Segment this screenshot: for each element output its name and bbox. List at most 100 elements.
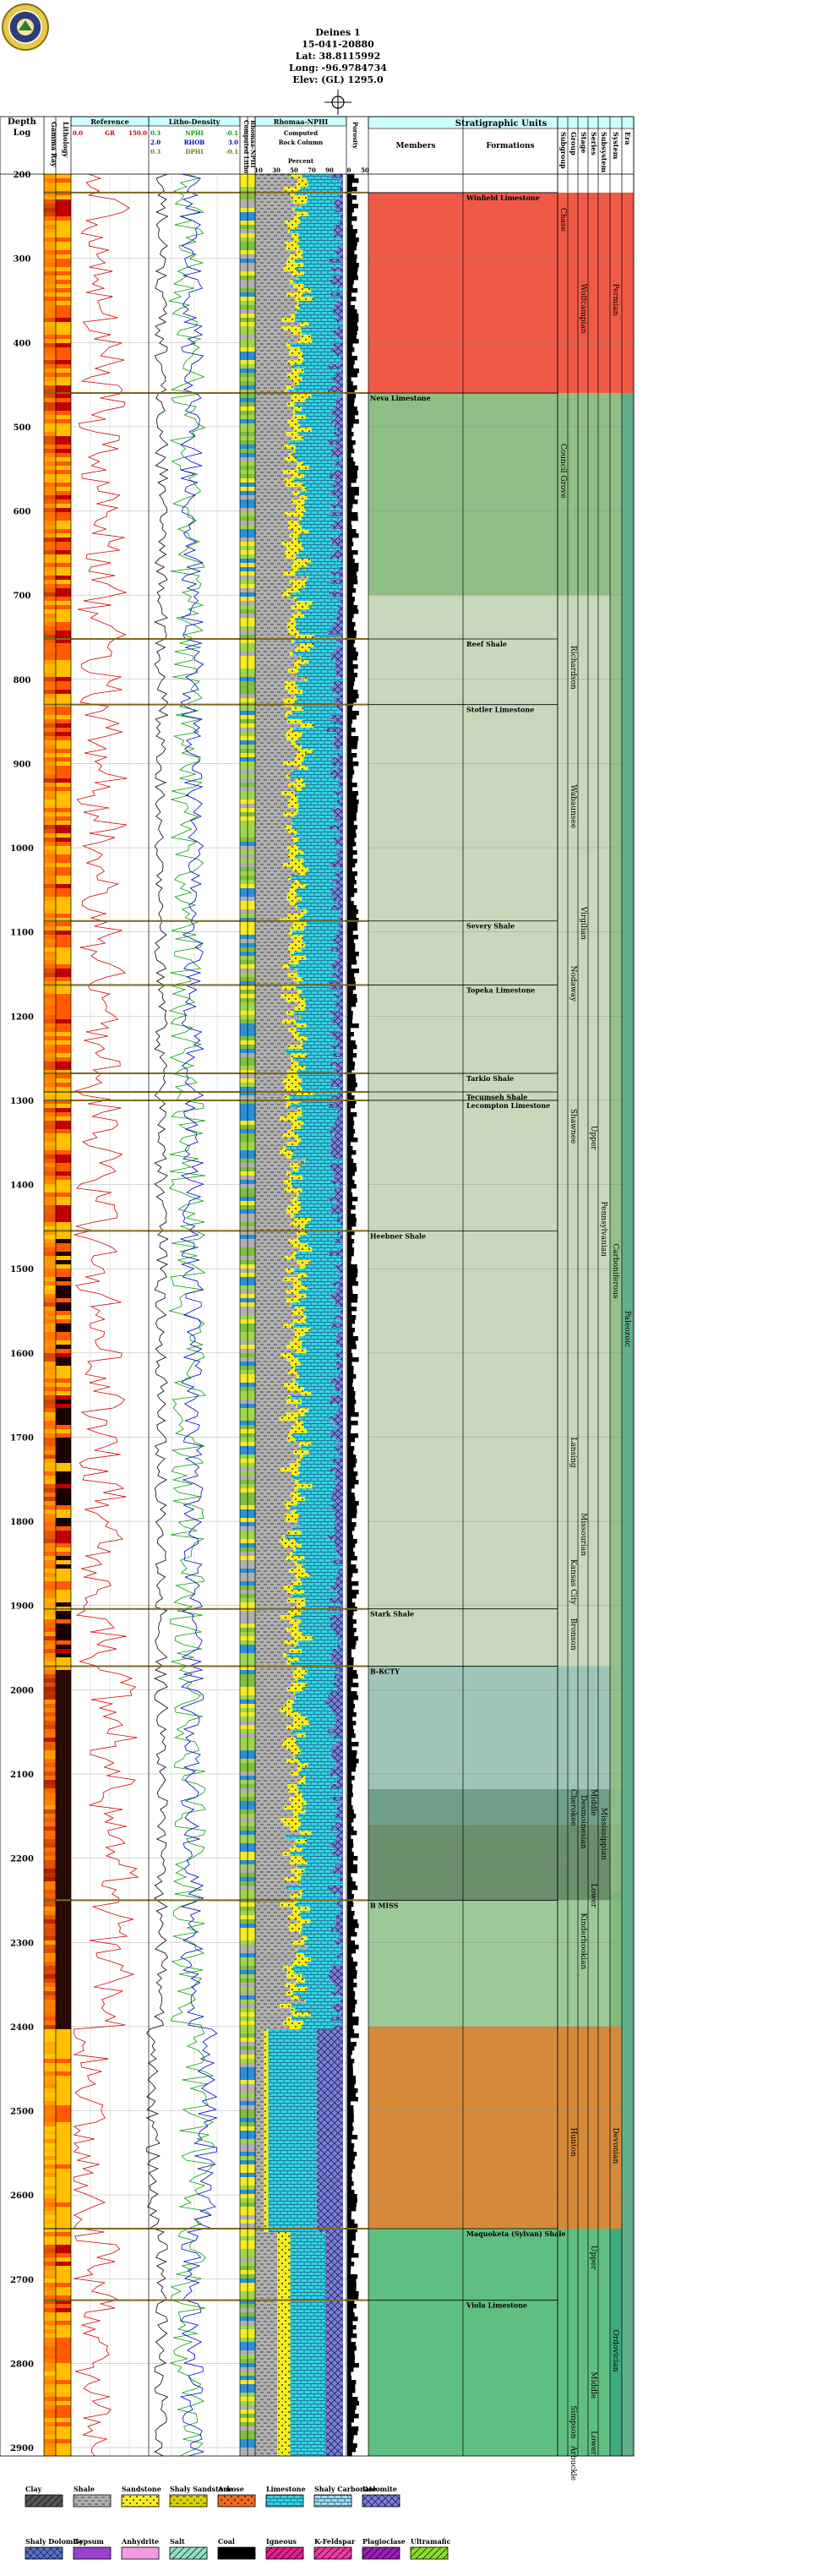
rock-column-segment	[332, 1459, 343, 1464]
rock-column-segment	[277, 2452, 291, 2457]
rock-column-segment	[330, 947, 343, 952]
gamma-ray-strip-cell	[44, 1602, 56, 1607]
gamma-ray-strip-cell	[44, 1150, 56, 1155]
lithology-strip-cell	[56, 1159, 71, 1164]
rock-column-segment	[327, 1535, 343, 1540]
rock-column-segment	[296, 1564, 303, 1569]
lithology-strip-cell	[56, 1256, 71, 1261]
porosity-bar	[347, 888, 357, 893]
rock-column-segment	[292, 1585, 330, 1591]
porosity-bar	[347, 1307, 357, 1312]
rock-column-segment	[255, 229, 288, 234]
gamma-ray-strip-cell	[44, 297, 56, 302]
lithology-strip-cell	[56, 601, 71, 606]
rock-column-segment	[341, 1391, 343, 1396]
rock-column-segment	[255, 681, 285, 686]
lithology-strip-cell	[56, 1932, 71, 1937]
rock-column-segment	[302, 174, 331, 179]
rock-column-segment	[295, 757, 304, 762]
rock-column-segment	[316, 2067, 343, 2072]
rock-column-segment	[332, 757, 343, 762]
porosity-bar	[347, 267, 358, 272]
rock-column-segment	[255, 1552, 291, 1557]
rock-column-segment	[268, 2038, 317, 2043]
rock-column-segment	[264, 2164, 269, 2169]
rock-column-segment	[286, 2017, 292, 2022]
rock-column-segment	[301, 656, 331, 661]
rock-column-segment	[341, 559, 343, 564]
lithology-strip-cell	[56, 1104, 71, 1109]
rock-column-segment	[294, 1636, 313, 1641]
rock-column-segment	[325, 2291, 343, 2296]
porosity-bar	[347, 474, 358, 479]
rock-column-segment	[329, 1704, 343, 1709]
lithology-strip-cell	[56, 280, 71, 285]
rock-column-segment	[340, 1873, 343, 1878]
rock-column-segment	[298, 233, 335, 238]
strat-zone-1	[368, 393, 634, 1667]
lithology-strip-cell	[56, 461, 71, 467]
rock-column-segment	[295, 1843, 330, 1848]
gamma-ray-strip-cell	[44, 394, 56, 399]
rock-column-segment	[298, 1624, 330, 1629]
rock-column-segment	[293, 939, 303, 944]
lithology-strip-cell	[56, 288, 71, 293]
lithology-strip-cell	[56, 698, 71, 703]
rock-column-segment	[255, 1180, 284, 1185]
rock-column-segment	[297, 1814, 335, 1819]
gamma-ray-strip-cell	[44, 2228, 56, 2233]
rock-column-segment	[340, 1319, 343, 1324]
rock-column-segment	[325, 2422, 343, 2427]
rock-column-segment	[316, 2207, 343, 2212]
rock-column-segment	[290, 2274, 326, 2279]
rock-column-segment	[330, 538, 343, 543]
frame-outline	[0, 116, 635, 2457]
rock-column-segment	[290, 2329, 326, 2334]
porosity-bar	[347, 1843, 354, 1848]
rock-column-segment	[316, 2109, 343, 2115]
gamma-ray-strip-cell	[44, 487, 56, 492]
lithology-strip-cell	[56, 605, 71, 610]
lithology-strip-cell	[56, 1902, 71, 1907]
lithology-strip-cell	[56, 360, 71, 365]
lithology-strip-cell	[56, 669, 71, 674]
gamma-ray-strip-cell	[44, 711, 56, 716]
unit-label-25: Upper	[589, 2246, 597, 2270]
rock-column-segment	[301, 204, 334, 209]
rock-column-segment	[339, 778, 343, 783]
gamma-ray-strip-cell	[44, 1919, 56, 1924]
rock-column-segment	[296, 601, 313, 606]
porosity-bar	[347, 2249, 354, 2254]
rock-column-segment	[255, 1438, 288, 1443]
gamma-ray-strip-cell	[44, 2164, 56, 2169]
rock-column-segment	[298, 1763, 308, 1768]
porosity-bar	[347, 1886, 358, 1891]
porosity-bar	[347, 2228, 357, 2233]
porosity-bar	[347, 1184, 357, 1189]
rock-column-segment	[255, 1133, 282, 1138]
rock-column-segment	[304, 926, 340, 931]
rock-column-segment	[330, 1653, 343, 1658]
rock-column-segment	[264, 2109, 269, 2115]
lithology-strip-cell	[56, 1687, 71, 1692]
gamma-ray-strip-cell	[44, 284, 56, 289]
gamma-ray-strip-cell	[44, 1049, 56, 1054]
gamma-ray-strip-cell	[44, 1598, 56, 1603]
porosity-bar	[347, 778, 352, 783]
lithology-strip-cell	[56, 1886, 71, 1891]
porosity-bar	[347, 1856, 358, 1861]
rock-column-segment	[299, 643, 314, 648]
rock-column-segment	[336, 1366, 343, 1371]
rock-column-segment	[336, 1780, 343, 1785]
rock-column-segment	[255, 368, 292, 374]
rock-column-segment	[255, 757, 296, 762]
legend-label-7: Dolomite	[362, 2485, 397, 2493]
lithology-strip-cell	[56, 1611, 71, 1616]
rock-column-segment	[305, 415, 335, 420]
lithology-strip-cell	[56, 301, 71, 306]
rock-column-segment	[255, 1662, 287, 1667]
porosity-bar	[347, 791, 359, 796]
lithology-strip-cell	[56, 804, 71, 809]
rock-column-segment	[255, 1476, 292, 1481]
lithology-strip-cell	[56, 1383, 71, 1388]
